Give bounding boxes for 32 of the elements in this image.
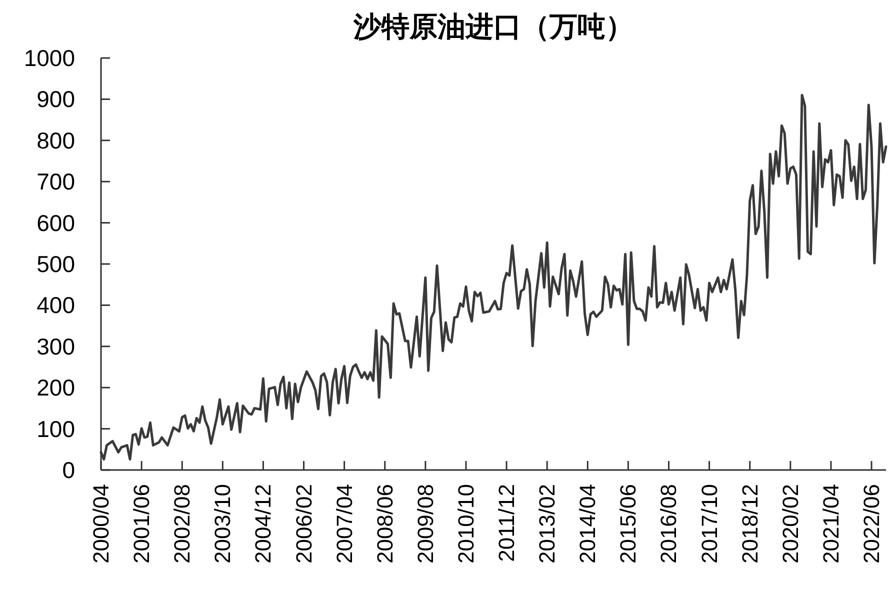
x-tick-label: 2022/06	[859, 484, 884, 564]
x-tick-label: 2018/12	[737, 484, 762, 564]
x-tick-label: 2021/04	[818, 484, 844, 564]
x-tick-label: 2007/04	[332, 484, 357, 564]
y-tick-label: 300	[36, 333, 75, 360]
y-tick-label: 600	[36, 210, 75, 236]
y-tick-label: 400	[36, 292, 75, 318]
y-tick-label: 1000	[24, 45, 75, 71]
x-tick-label: 2016/08	[656, 484, 682, 564]
x-tick-label: 2014/04	[575, 484, 600, 564]
x-tick-label: 2011/12	[494, 484, 520, 562]
x-tick-label: 2004/12	[250, 484, 276, 564]
y-tick-label: 0	[62, 457, 75, 483]
x-tick-label: 2013/02	[534, 484, 560, 564]
chart-title: 沙特原油进口（万吨）	[352, 11, 634, 42]
y-tick-label: 900	[36, 86, 75, 112]
x-tick-label: 2006/02	[291, 484, 316, 564]
x-tick-label: 2010/10	[453, 484, 478, 564]
x-tick-label: 2000/04	[88, 484, 114, 564]
x-tick-label: 2017/10	[696, 484, 722, 564]
y-tick-label: 500	[36, 251, 75, 277]
x-tick-label: 2002/08	[170, 484, 195, 564]
x-tick-label: 2020/02	[778, 484, 803, 564]
x-tick-label: 2009/08	[412, 484, 438, 564]
y-tick-label: 700	[36, 168, 75, 195]
y-tick-label: 200	[36, 374, 75, 401]
x-tick-label: 2015/06	[616, 484, 641, 564]
x-tick-label: 2003/10	[210, 484, 236, 564]
y-tick-label: 800	[36, 127, 75, 154]
x-tick-label: 2001/06	[129, 484, 154, 564]
y-tick-label: 100	[36, 416, 75, 442]
x-tick-label: 2008/06	[372, 484, 398, 564]
